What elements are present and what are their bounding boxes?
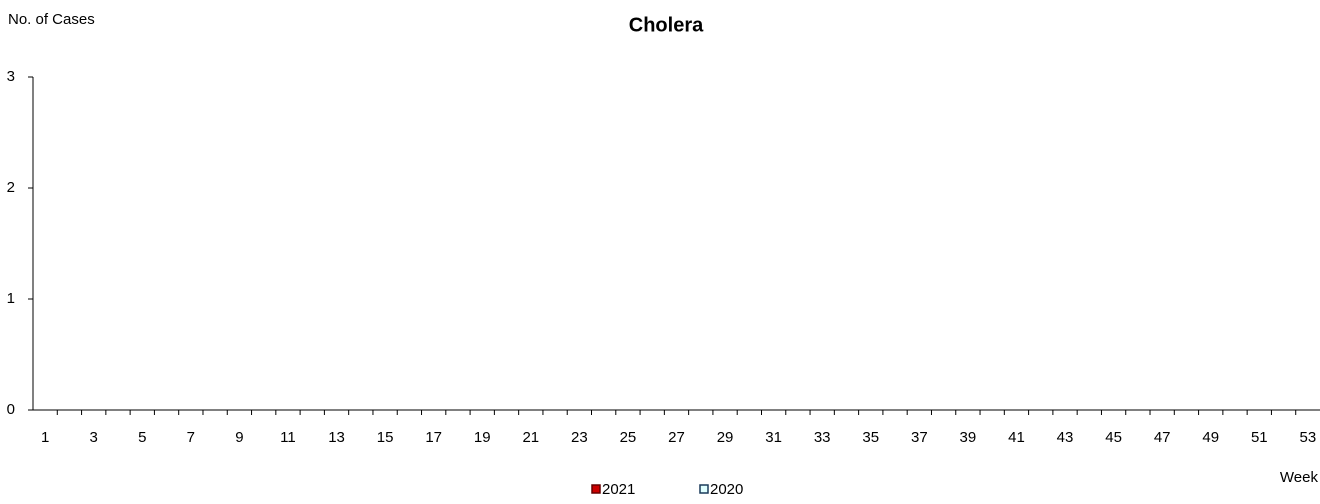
x-tick-label: 9: [235, 429, 243, 446]
x-tick-label: 51: [1251, 429, 1268, 446]
x-tick-label: 17: [425, 429, 442, 446]
x-tick-label: 15: [377, 429, 394, 446]
x-axis-title: Week: [1280, 469, 1319, 486]
x-tick-label: 7: [187, 429, 195, 446]
x-tick-label: 27: [668, 429, 685, 446]
y-tick-label: 0: [7, 401, 15, 418]
chart-title: Cholera: [629, 14, 704, 36]
x-tick-label: 41: [1008, 429, 1025, 446]
y-tick-label: 2: [7, 179, 15, 196]
x-tick-label: 19: [474, 429, 491, 446]
x-tick-label: 25: [620, 429, 637, 446]
legend-swatch: [699, 484, 709, 494]
x-tick-label: 35: [862, 429, 879, 446]
x-tick-label: 47: [1154, 429, 1171, 446]
y-axis-title: No. of Cases: [8, 11, 95, 28]
x-tick-label: 23: [571, 429, 588, 446]
x-tick-label: 31: [765, 429, 782, 446]
x-tick-label: 5: [138, 429, 146, 446]
legend-swatch: [591, 484, 601, 494]
x-tick-label: 33: [814, 429, 831, 446]
x-tick-label: 49: [1202, 429, 1219, 446]
x-tick-label: 39: [960, 429, 977, 446]
x-tick-label: 53: [1300, 429, 1317, 446]
x-tick-label: 1: [41, 429, 49, 446]
x-tick-label: 13: [328, 429, 345, 446]
x-tick-label: 21: [522, 429, 539, 446]
x-tick-label: 11: [280, 429, 296, 446]
x-tick-label: 37: [911, 429, 928, 446]
x-tick-label: 3: [90, 429, 98, 446]
x-tick-label: 29: [717, 429, 734, 446]
y-tick-label: 3: [7, 68, 15, 85]
legend-label: 2020: [710, 481, 743, 498]
y-tick-label: 1: [7, 290, 15, 307]
legend-label: 2021: [602, 481, 635, 498]
x-tick-label: 43: [1057, 429, 1074, 446]
x-tick-label: 45: [1105, 429, 1122, 446]
